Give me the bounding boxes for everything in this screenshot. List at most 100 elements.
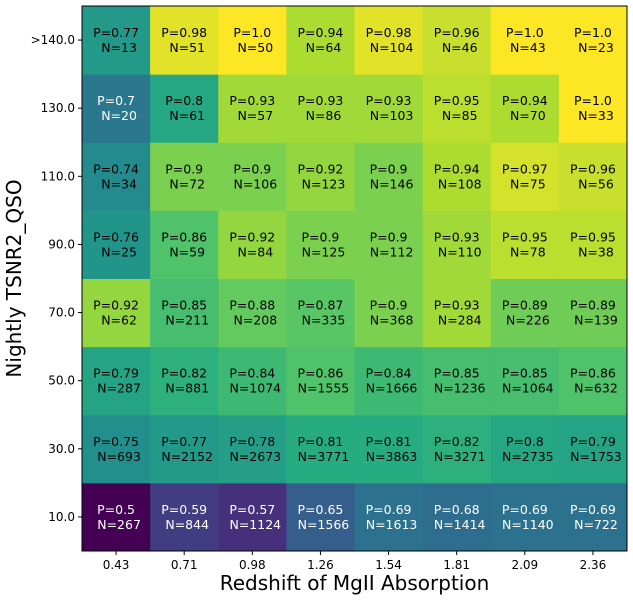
- cell-p-label: P=0.59: [161, 502, 207, 517]
- heatmap-cell: [354, 210, 424, 279]
- cell-n-label: N=110: [438, 244, 482, 259]
- plot-frame: [81, 5, 628, 552]
- cell-p-label: P=0.8: [506, 434, 544, 449]
- heatmap-cell: [286, 142, 355, 211]
- cell-p-label: P=0.65: [298, 502, 344, 517]
- cell-n-label: N=1753: [570, 449, 622, 464]
- heatmap-cell: [286, 74, 355, 143]
- x-tick-label: 2.09: [511, 558, 538, 572]
- cell-p-label: P=0.76: [93, 229, 139, 244]
- heatmap-cell: [422, 414, 492, 484]
- heatmap-cell: [286, 346, 355, 416]
- cell-n-label: N=38: [578, 244, 614, 259]
- cell-n-label: N=75: [510, 176, 546, 191]
- heatmap-cell: [218, 482, 287, 552]
- cell-n-label: N=844: [165, 517, 209, 532]
- cell-n-label: N=693: [97, 449, 141, 464]
- heatmap-cell: [354, 6, 424, 75]
- heatmap-cell: [218, 278, 287, 348]
- y-tick-label: 90.0: [48, 237, 75, 251]
- cell-n-label: N=103: [370, 108, 414, 123]
- x-tick-label: 1.26: [307, 558, 334, 572]
- heatmap-cell: [218, 142, 287, 211]
- heatmap-cell: [490, 346, 560, 416]
- cell-n-label: N=13: [101, 40, 137, 55]
- heatmap-cell: [286, 278, 355, 348]
- cell-n-label: N=139: [574, 313, 618, 328]
- cell-n-label: N=78: [510, 244, 546, 259]
- cell-p-label: P=0.93: [366, 93, 412, 108]
- cell-n-label: N=33: [578, 108, 614, 123]
- cell-p-label: P=0.86: [570, 366, 616, 381]
- cell-n-label: N=56: [578, 176, 614, 191]
- cell-p-label: P=0.85: [161, 298, 207, 313]
- heatmap-cell: [82, 74, 151, 143]
- cell-p-label: P=0.89: [502, 298, 548, 313]
- cell-p-label: P=0.82: [434, 434, 480, 449]
- cell-n-label: N=267: [97, 517, 141, 532]
- heatmap-cell: [218, 74, 287, 143]
- cell-p-label: P=0.87: [298, 298, 344, 313]
- cell-p-label: P=0.92: [298, 161, 344, 176]
- cell-n-label: N=1140: [502, 517, 554, 532]
- heatmap-cell: [82, 6, 151, 75]
- cell-p-label: P=1.0: [574, 93, 612, 108]
- cell-n-label: N=2152: [161, 449, 213, 464]
- cell-n-label: N=2735: [502, 449, 554, 464]
- cell-n-label: N=72: [169, 176, 205, 191]
- heatmap-cell: [82, 210, 151, 279]
- cell-n-label: N=51: [169, 40, 205, 55]
- cell-n-label: N=881: [165, 381, 209, 396]
- heatmap-cell: [82, 346, 151, 416]
- cell-p-label: P=0.92: [229, 229, 275, 244]
- cell-p-label: P=0.77: [93, 25, 139, 40]
- cell-p-label: P=0.78: [229, 434, 275, 449]
- y-tick-label: 50.0: [48, 374, 75, 388]
- cell-p-label: P=0.8: [165, 93, 203, 108]
- cell-n-label: N=59: [169, 244, 205, 259]
- heatmap-cell: [558, 74, 628, 143]
- heatmap-cell: [354, 414, 424, 484]
- heatmap-cell: [558, 414, 628, 484]
- heatmap-cell: [422, 346, 492, 416]
- cell-n-label: N=57: [237, 108, 273, 123]
- heatmap-cell: [218, 6, 287, 75]
- cell-p-label: P=0.77: [161, 434, 207, 449]
- cell-p-label: P=0.88: [229, 298, 275, 313]
- heatmap-cell: [422, 142, 492, 211]
- heatmap-cell: [558, 346, 628, 416]
- heatmap-cell: [422, 210, 492, 279]
- cell-n-label: N=85: [442, 108, 478, 123]
- heatmap-cell: [150, 6, 219, 75]
- cell-n-label: N=287: [97, 381, 141, 396]
- heatmap-cell: [82, 414, 151, 484]
- cell-p-label: P=0.69: [366, 502, 412, 517]
- cell-p-label: P=0.86: [298, 366, 344, 381]
- cell-p-label: P=0.79: [93, 366, 139, 381]
- cell-p-label: P=0.9: [370, 298, 408, 313]
- y-tick-label: 30.0: [48, 442, 75, 456]
- heatmap-cell: [558, 278, 628, 348]
- cell-n-label: N=34: [101, 176, 137, 191]
- x-tick-label: 2.36: [580, 558, 607, 572]
- cell-p-label: P=0.96: [434, 25, 480, 40]
- cell-p-label: P=1.0: [574, 25, 612, 40]
- heatmap-cell: [490, 482, 560, 552]
- cell-n-label: N=62: [101, 313, 137, 328]
- heatmap-cell: [490, 278, 560, 348]
- cell-n-label: N=20: [101, 108, 137, 123]
- heatmap-cell: [422, 6, 492, 75]
- cell-p-label: P=1.0: [506, 25, 544, 40]
- cell-p-label: P=0.95: [502, 229, 548, 244]
- cell-n-label: N=125: [302, 244, 346, 259]
- heatmap-cell: [490, 210, 560, 279]
- cell-p-label: P=0.57: [229, 502, 275, 517]
- heatmap-cell: [354, 482, 424, 552]
- cell-n-label: N=1555: [298, 381, 350, 396]
- heatmap-cell: [218, 210, 287, 279]
- cell-p-label: P=0.9: [370, 161, 408, 176]
- cell-n-label: N=3863: [366, 449, 418, 464]
- heatmap-cell: [558, 210, 628, 279]
- cell-n-label: N=2673: [229, 449, 281, 464]
- cell-p-label: P=0.84: [229, 366, 275, 381]
